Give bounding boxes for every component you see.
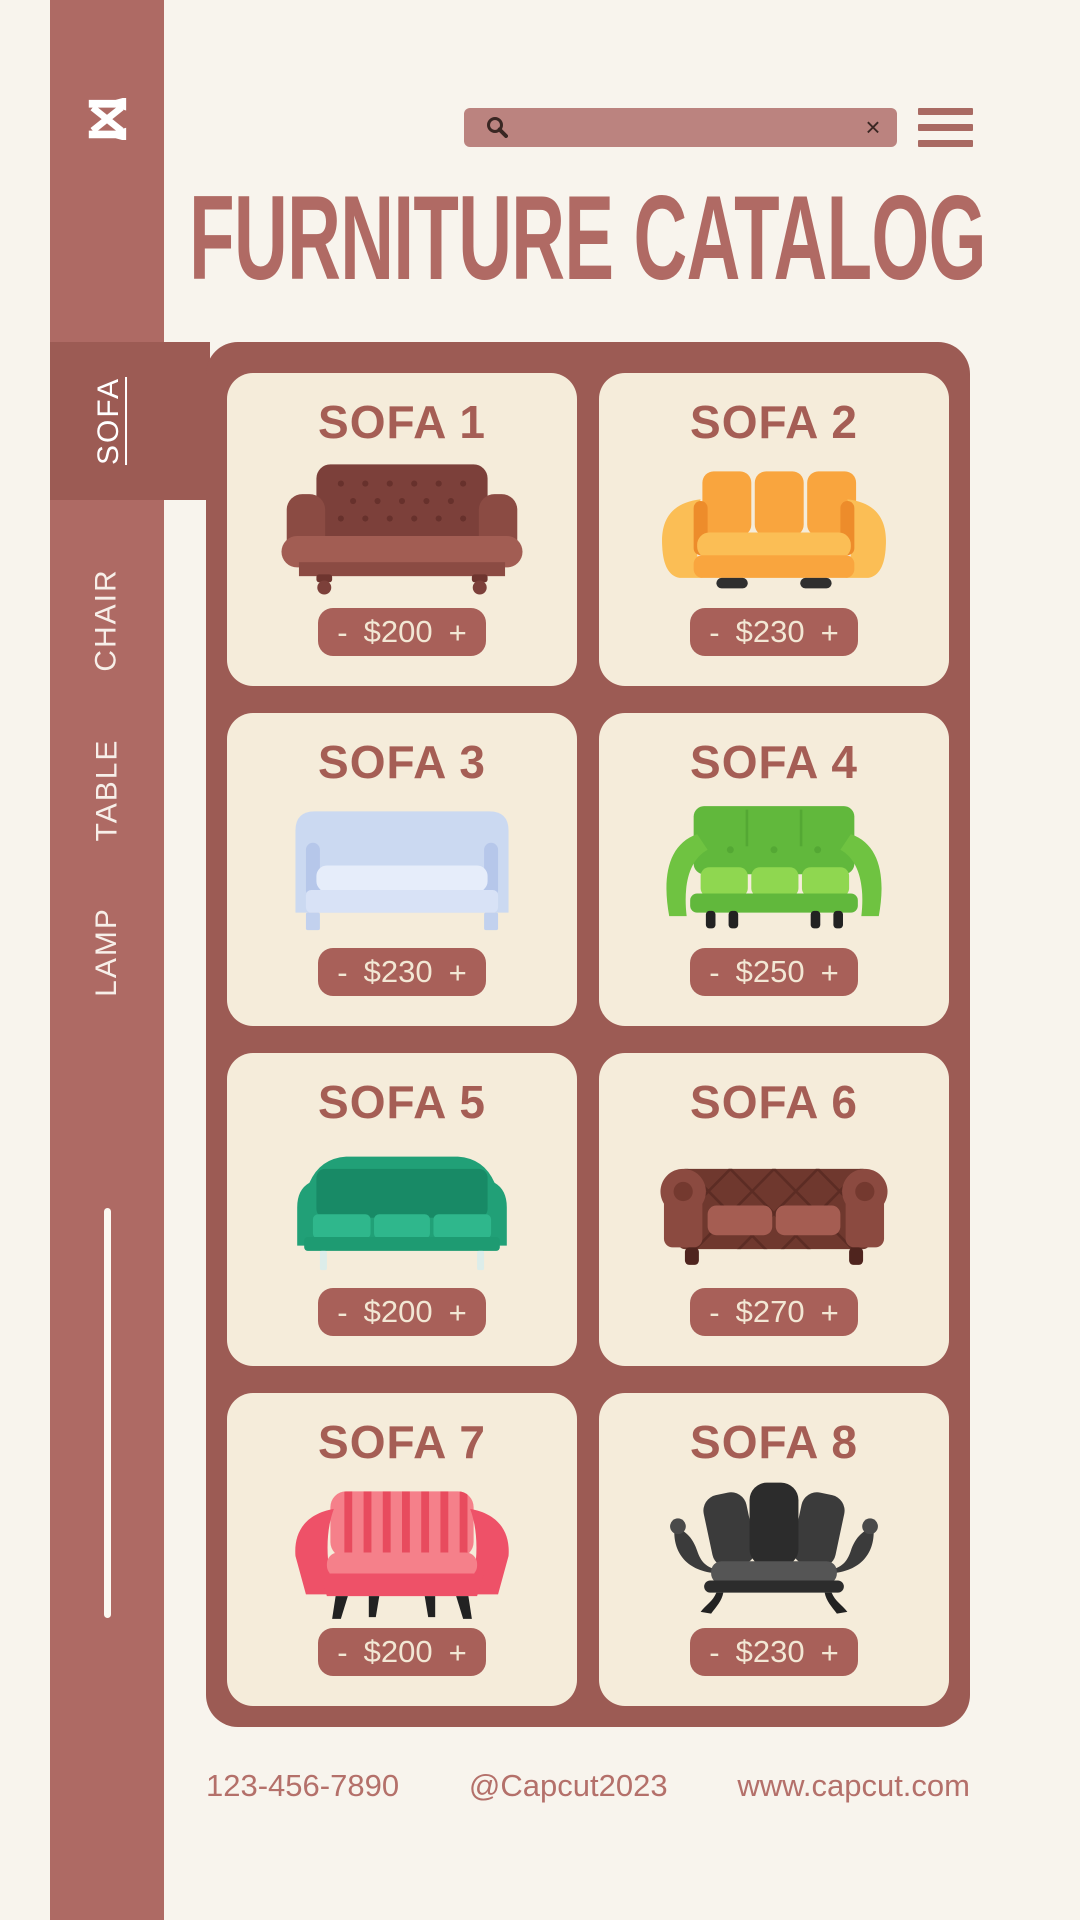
price-value: $270: [735, 1294, 805, 1329]
increase-quantity-button[interactable]: +: [448, 1294, 467, 1330]
sofa-7-illustration: [227, 1469, 577, 1628]
price-stepper: - $200 +: [318, 608, 486, 656]
decrease-quantity-button[interactable]: -: [709, 1294, 720, 1330]
price-value: $200: [363, 1634, 433, 1669]
price-value: $230: [735, 1634, 805, 1669]
price-value: $250: [735, 954, 805, 989]
decrease-quantity-button[interactable]: -: [709, 1634, 720, 1670]
product-card: SOFA 5 - $200 +: [227, 1053, 577, 1366]
search-input[interactable]: [518, 108, 838, 147]
sofa-1-illustration: [227, 449, 577, 608]
product-title: SOFA 2: [690, 396, 858, 448]
price-value: $200: [363, 1294, 433, 1329]
footer: 123-456-7890 @Capcut2023 www.capcut.com: [206, 1768, 970, 1804]
product-title: SOFA 6: [690, 1076, 858, 1128]
product-card: SOFA 3 - $230 +: [227, 713, 577, 1026]
sidebar-item-label: SOFA: [92, 376, 125, 466]
product-title: SOFA 8: [690, 1416, 858, 1468]
price-value: $230: [363, 954, 433, 989]
price-value: $200: [363, 614, 433, 649]
sidebar-item-chair[interactable]: CHAIR: [50, 545, 164, 695]
product-card: SOFA 2 - $230 +: [599, 373, 949, 686]
increase-quantity-button[interactable]: +: [820, 1634, 839, 1670]
sidebar-item-label: CHAIR: [90, 568, 123, 672]
increase-quantity-button[interactable]: +: [448, 1634, 467, 1670]
increase-quantity-button[interactable]: +: [448, 614, 467, 650]
price-stepper: - $230 +: [690, 608, 858, 656]
decrease-quantity-button[interactable]: -: [337, 614, 348, 650]
price-stepper: - $270 +: [690, 1288, 858, 1336]
price-stepper: - $250 +: [690, 948, 858, 996]
increase-quantity-button[interactable]: +: [820, 614, 839, 650]
sidebar-item-table[interactable]: TABLE: [50, 715, 164, 865]
sidebar-divider-line: [104, 1208, 111, 1618]
sidebar-item-label: TABLE: [90, 738, 123, 842]
sidebar-item-lamp[interactable]: LAMP: [50, 877, 164, 1027]
capcut-logo-icon: [84, 97, 130, 142]
decrease-quantity-button[interactable]: -: [709, 954, 720, 990]
increase-quantity-button[interactable]: +: [820, 1294, 839, 1330]
sofa-5-illustration: [227, 1129, 577, 1288]
sidebar-item-sofa-active-tab[interactable]: [50, 342, 210, 500]
product-title: SOFA 5: [318, 1076, 486, 1128]
footer-social-handle: @Capcut2023: [468, 1768, 668, 1803]
search-icon: [486, 116, 508, 138]
product-title: SOFA 4: [690, 736, 858, 788]
footer-phone: 123-456-7890: [206, 1768, 400, 1803]
product-title: SOFA 7: [318, 1416, 486, 1468]
sidebar-item-sofa[interactable]: SOFA: [50, 342, 168, 500]
sofa-8-illustration: [599, 1469, 949, 1628]
increase-quantity-button[interactable]: +: [820, 954, 839, 990]
decrease-quantity-button[interactable]: -: [337, 1294, 348, 1330]
sofa-4-illustration: [599, 789, 949, 948]
footer-website: www.capcut.com: [737, 1768, 970, 1803]
sofa-6-illustration: [599, 1129, 949, 1288]
product-card: SOFA 6: [599, 1053, 949, 1366]
price-stepper: - $230 +: [318, 948, 486, 996]
catalog-panel: SOFA 1: [206, 342, 970, 1727]
product-card: SOFA 4: [599, 713, 949, 1026]
increase-quantity-button[interactable]: +: [448, 954, 467, 990]
price-value: $230: [735, 614, 805, 649]
sofa-2-illustration: [599, 449, 949, 608]
hamburger-menu-icon[interactable]: [918, 108, 973, 147]
clear-search-icon[interactable]: ×: [859, 108, 887, 147]
price-stepper: - $200 +: [318, 1288, 486, 1336]
decrease-quantity-button[interactable]: -: [709, 614, 720, 650]
decrease-quantity-button[interactable]: -: [337, 1634, 348, 1670]
product-card: SOFA 8 - $230 +: [599, 1393, 949, 1706]
decrease-quantity-button[interactable]: -: [337, 954, 348, 990]
search-bar: ×: [464, 108, 897, 147]
product-title: SOFA 1: [318, 396, 486, 448]
price-stepper: - $230 +: [690, 1628, 858, 1676]
price-stepper: - $200 +: [318, 1628, 486, 1676]
page-title: FURNITURE CATALOG: [189, 171, 987, 305]
sidebar-item-label: LAMP: [89, 907, 123, 997]
sofa-3-illustration: [227, 789, 577, 948]
product-card: SOFA 7: [227, 1393, 577, 1706]
product-card: SOFA 1: [227, 373, 577, 686]
product-title: SOFA 3: [318, 736, 486, 788]
